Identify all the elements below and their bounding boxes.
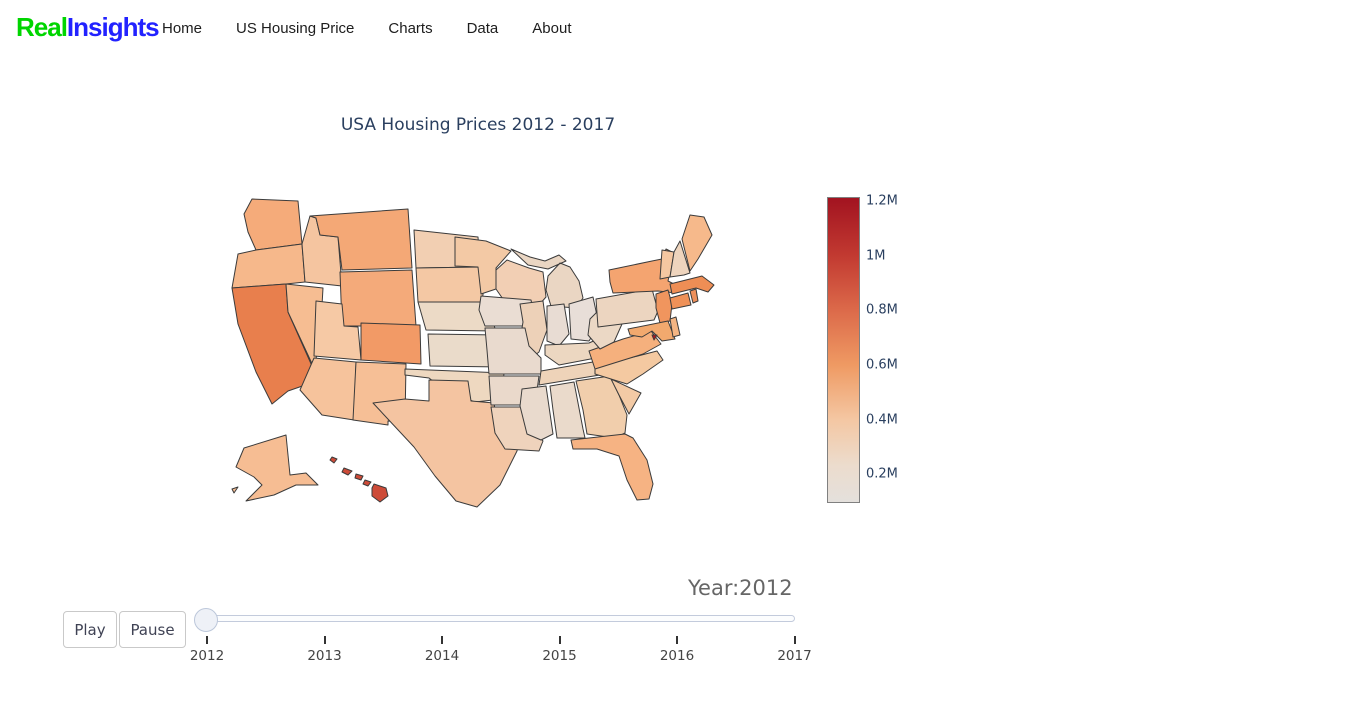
colorbar-tick-label: 0.4M [866,412,898,428]
colorbar-gradient [827,197,860,503]
state-hawaii[interactable] [329,456,389,503]
colorbar-ticks: 1.2M 1M 0.8M 0.6M 0.4M 0.2M [866,193,926,503]
slider-tick-mark [793,636,796,644]
slider-tick-label: 2014 [424,648,460,664]
year-slider-track[interactable] [206,615,795,622]
state-virginia[interactable] [588,330,662,370]
state-florida[interactable] [570,433,654,501]
slider-tick-label: 2013 [307,648,342,664]
navbar: RealInsights Home US Housing Price Charts D… [0,0,1366,58]
state-washington[interactable] [243,198,303,251]
state-texas[interactable] [372,379,522,508]
state-north-carolina[interactable] [594,350,664,385]
play-button[interactable]: Play [63,611,117,648]
colorbar-tick-label: 0.2M [866,466,898,482]
state-maryland[interactable] [627,320,676,342]
state-mississippi[interactable] [519,385,554,441]
brand-logo[interactable]: RealInsights [16,12,160,42]
chart-title: USA Housing Prices 2012 - 2017 [340,115,616,135]
nav-menu: Home US Housing Price Charts Data About [162,20,571,37]
state-missouri[interactable] [484,327,542,375]
colorbar-tick-label: 1M [866,248,886,264]
state-indiana[interactable] [546,303,570,347]
current-year-label: Year:2012 [688,576,793,600]
nav-link-home[interactable]: Home [162,20,203,37]
state-new-hampshire[interactable] [669,240,691,278]
state-oregon[interactable] [231,243,306,289]
slider-tick-label: 2017 [777,648,812,664]
us-choropleth-map [231,198,715,508]
state-district-of-columbia[interactable] [651,334,658,341]
slider-tick-mark [676,636,678,644]
slider-tick-mark [558,636,561,644]
colorbar-tick-label: 0.6M [866,357,898,373]
nav-link-about[interactable]: About [532,20,572,37]
slider-tick-mark [206,636,208,644]
state-pennsylvania[interactable] [595,288,659,328]
state-alaska[interactable] [231,434,319,502]
slider-tick-mark [441,636,443,644]
state-south-dakota[interactable] [415,266,486,303]
state-maine[interactable] [681,214,713,272]
year-slider-handle[interactable] [194,608,218,632]
state-new-jersey[interactable] [655,289,673,324]
state-connecticut[interactable] [669,292,692,310]
nav-link-us-housing-price[interactable]: US Housing Price [236,20,355,37]
nav-link-data[interactable]: Data [466,20,499,37]
state-south-carolina[interactable] [610,378,642,415]
state-wyoming[interactable] [339,269,417,327]
slider-tick-label: 2012 [189,648,225,664]
brand-logo-part2: Insights [66,12,160,42]
slider-tick-label: 2016 [659,648,695,664]
state-massachusetts[interactable] [669,275,715,295]
state-colorado[interactable] [360,322,422,365]
state-wisconsin[interactable] [495,259,547,306]
state-delaware[interactable] [669,316,681,338]
brand-logo-part1: Real [16,12,68,42]
state-michigan[interactable] [510,248,584,309]
colorbar-tick-label: 1.2M [866,193,898,209]
colorbar-tick-label: 0.8M [866,302,898,318]
state-rhode-island[interactable] [689,288,699,304]
state-montana[interactable] [309,208,413,271]
pause-button[interactable]: Pause [119,611,186,648]
nav-link-charts[interactable]: Charts [388,20,433,37]
state-utah[interactable] [313,300,362,361]
slider-tick-mark [323,636,326,644]
state-arizona[interactable] [299,357,357,421]
slider-tick-label: 2015 [542,648,577,664]
